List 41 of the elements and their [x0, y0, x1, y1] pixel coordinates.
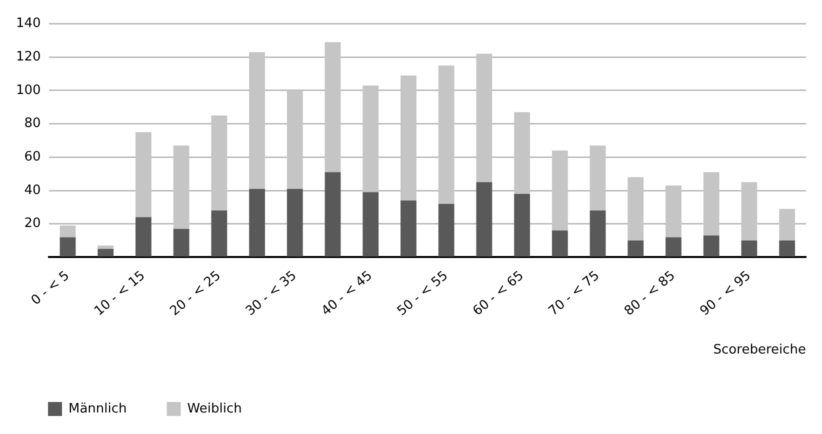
bar: [286, 188, 303, 256]
bar: [741, 240, 758, 256]
legend-label: Männlich: [68, 401, 127, 416]
x-axis-title: Scorebereiche: [713, 342, 806, 358]
bar: [173, 228, 190, 256]
x-tick-label: 90 - < 95: [698, 268, 754, 320]
x-tick-label: 10 - < 15: [92, 268, 148, 320]
bar: [249, 188, 265, 256]
y-tick-label: 20: [24, 216, 41, 232]
bar: [514, 194, 530, 256]
y-tick-label: 140: [16, 16, 41, 32]
x-tick-label: 20 - < 25: [167, 268, 224, 320]
bar: [98, 246, 114, 249]
x-tick-label: 0 - < 5: [28, 268, 72, 308]
y-tick-label: 40: [24, 182, 41, 198]
bar: [476, 182, 492, 256]
x-tick-label: 30 - < 35: [243, 268, 300, 320]
bar: [362, 192, 379, 256]
bar: [666, 237, 682, 256]
bar: [438, 204, 454, 256]
x-tick-label: 40 - < 45: [318, 268, 376, 320]
y-tick-label: 120: [16, 50, 41, 65]
x-tick-label: 70 - < 75: [546, 268, 603, 320]
bar: [400, 200, 416, 256]
y-tick-label: 60: [24, 150, 41, 165]
x-tick-label: 60 - < 65: [470, 268, 527, 320]
bar: [136, 217, 152, 256]
bar: [98, 248, 114, 256]
bar: [324, 172, 341, 256]
y-tick-label: 100: [16, 82, 41, 98]
x-tick-label: 80 - < 85: [622, 268, 678, 320]
bar: [60, 237, 76, 256]
y-tick-label: 80: [24, 116, 41, 132]
bar: [779, 240, 796, 256]
legend-label: Weiblich: [187, 401, 242, 416]
bar: [590, 210, 606, 256]
bar: [211, 210, 228, 256]
bar: [552, 230, 568, 256]
bar: [703, 236, 720, 256]
x-tick-label: 50 - < 55: [394, 268, 452, 320]
bar: [628, 240, 644, 256]
